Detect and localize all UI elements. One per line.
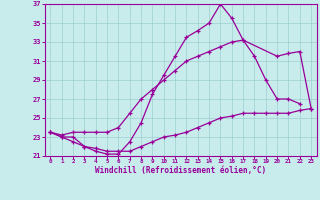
X-axis label: Windchill (Refroidissement éolien,°C): Windchill (Refroidissement éolien,°C) bbox=[95, 166, 266, 175]
